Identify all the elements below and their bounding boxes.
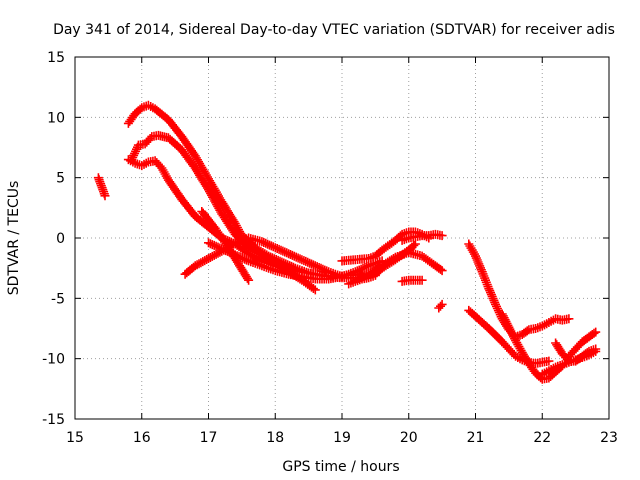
data-point [514,342,524,352]
data-point [564,314,574,324]
data-point [249,252,259,262]
x-tick-label: 23 [600,430,618,446]
x-tick-label: 16 [133,430,151,446]
data-point [548,363,558,373]
data-point [474,259,484,269]
data-point [499,313,509,323]
y-tick-label: 5 [56,171,65,187]
data-point [240,254,250,264]
y-tick-label: -10 [42,352,65,368]
data-point [437,231,447,241]
y-tick-label: 10 [47,110,65,126]
data-point [257,237,267,247]
data-point [486,288,495,298]
data-point [310,261,320,271]
y-axis-label: SDTVAR / TECUs [6,181,22,296]
data-point [362,270,372,280]
data-point [215,243,225,253]
data-point [100,191,110,201]
data-point [132,144,141,154]
data-point [544,356,554,366]
data-point [350,267,360,277]
data-point [244,275,254,285]
data-point [318,264,328,274]
data-points [93,100,601,384]
data-point [360,263,370,272]
data-point [348,268,358,278]
y-tick-label: -5 [51,291,65,307]
data-point [486,290,496,300]
y-tick-label: -15 [42,412,65,428]
data-point [504,322,514,332]
x-tick-label: 19 [333,430,351,446]
axis-ticks: 15 16 17 18 19 20 21 22 23 -15 -10 -5 0 5 10 15 [42,50,618,446]
data-point [591,327,601,337]
data-point [510,334,520,344]
x-tick-label: 15 [66,430,84,446]
data-point [255,260,265,270]
data-point [131,146,141,156]
data-point [362,262,372,272]
data-point [437,299,447,309]
y-tick-label: 0 [56,231,65,247]
y-tick-label: 15 [47,50,65,66]
data-point [308,260,318,270]
data-point [589,328,599,338]
data-point [591,344,601,354]
data-point [297,255,307,265]
data-point [278,246,288,256]
data-point [489,295,499,305]
data-point [508,330,518,340]
data-point [417,275,427,285]
x-tick-label: 17 [200,430,218,446]
data-point [492,301,501,311]
x-tick-label: 22 [533,430,551,446]
x-tick-label: 21 [467,430,485,446]
data-point [488,294,498,303]
data-point [484,284,494,294]
data-point [479,271,489,281]
data-point [310,285,320,295]
data-point [308,284,318,293]
x-tick-label: 18 [266,430,284,446]
data-point [476,265,486,275]
data-point [287,250,297,260]
data-point [509,332,519,342]
data-point [498,311,508,321]
chart-title: Day 341 of 2014, Sidereal Day-to-day VTE… [53,22,615,38]
data-point [469,249,479,259]
data-point [522,326,532,336]
data-point [350,275,360,285]
data-point [491,299,500,309]
data-point [467,245,477,255]
data-point [503,320,513,330]
data-point [492,304,502,313]
x-axis-label: GPS time / hours [282,459,399,475]
data-point [289,251,299,261]
data-point [322,266,332,276]
data-point [437,266,447,276]
data-point [352,274,362,284]
data-point [582,348,592,358]
data-point [301,256,311,266]
data-point [344,279,354,289]
data-point [344,269,354,279]
data-point [471,253,481,263]
data-point [436,301,445,311]
data-point [130,148,140,158]
data-point [295,254,305,264]
data-point [242,273,252,283]
data-point [268,242,278,252]
data-point [266,241,276,251]
data-point [409,241,419,250]
data-point [436,264,445,274]
x-tick-label: 20 [400,430,418,446]
